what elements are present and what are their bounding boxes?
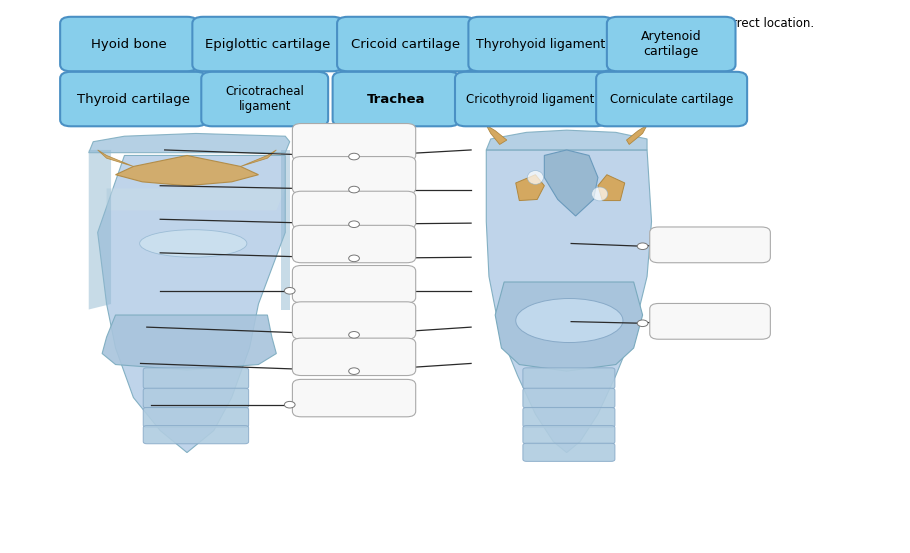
Polygon shape [281,150,289,310]
FancyBboxPatch shape [523,426,615,444]
Polygon shape [102,315,277,370]
FancyBboxPatch shape [292,225,416,263]
FancyBboxPatch shape [469,17,613,71]
FancyBboxPatch shape [650,304,771,339]
Polygon shape [598,175,625,201]
FancyBboxPatch shape [292,302,416,339]
Text: Cricoid cartilage: Cricoid cartilage [351,38,460,50]
FancyBboxPatch shape [523,408,615,427]
Circle shape [637,320,648,327]
Circle shape [349,221,359,227]
Circle shape [637,243,648,249]
FancyBboxPatch shape [143,368,248,389]
Polygon shape [495,282,642,371]
Text: Arytenoid
cartilage: Arytenoid cartilage [641,30,702,58]
Polygon shape [486,150,652,452]
Ellipse shape [139,229,247,257]
Text: Epiglottic cartilage: Epiglottic cartilage [205,38,330,50]
FancyBboxPatch shape [201,72,329,126]
Ellipse shape [528,170,543,184]
FancyBboxPatch shape [292,123,416,161]
Polygon shape [89,133,289,153]
Circle shape [284,401,295,408]
Polygon shape [97,150,134,166]
FancyBboxPatch shape [60,17,197,71]
Polygon shape [97,155,285,452]
FancyBboxPatch shape [192,17,343,71]
Polygon shape [240,150,277,166]
FancyBboxPatch shape [607,17,735,71]
FancyBboxPatch shape [337,17,475,71]
FancyBboxPatch shape [143,388,248,408]
Polygon shape [486,130,647,150]
Circle shape [284,288,295,294]
Text: Cricotracheal
ligament: Cricotracheal ligament [226,85,304,113]
FancyBboxPatch shape [143,408,248,427]
FancyBboxPatch shape [292,338,416,375]
FancyBboxPatch shape [523,388,615,408]
FancyBboxPatch shape [523,368,615,389]
FancyBboxPatch shape [292,191,416,228]
Circle shape [349,331,359,338]
FancyBboxPatch shape [292,265,416,303]
FancyBboxPatch shape [650,227,771,263]
Circle shape [349,186,359,193]
Ellipse shape [516,299,623,342]
Ellipse shape [592,187,608,201]
Polygon shape [486,125,507,144]
FancyBboxPatch shape [523,443,615,461]
Text: Cricothyroid ligament: Cricothyroid ligament [466,92,594,106]
Circle shape [349,255,359,262]
Polygon shape [626,125,647,144]
FancyBboxPatch shape [60,72,207,126]
Circle shape [349,368,359,374]
Text: Corniculate cartilage: Corniculate cartilage [610,92,733,106]
Polygon shape [116,155,258,186]
Circle shape [349,153,359,160]
FancyBboxPatch shape [292,156,416,194]
Polygon shape [544,150,598,216]
Polygon shape [516,175,544,201]
FancyBboxPatch shape [596,72,747,126]
Text: Thyroid cartilage: Thyroid cartilage [76,92,190,106]
Text: Label the structures of the larynx anterior and posterior views by clicking and : Label the structures of the larynx anter… [96,17,814,30]
Polygon shape [106,189,285,211]
Text: Hyoid bone: Hyoid bone [91,38,167,50]
Polygon shape [89,150,111,310]
FancyBboxPatch shape [292,379,416,417]
FancyBboxPatch shape [143,426,248,444]
Text: Trachea: Trachea [367,92,425,106]
Text: Thyrohyoid ligament: Thyrohyoid ligament [476,38,605,50]
FancyBboxPatch shape [455,72,606,126]
FancyBboxPatch shape [333,72,460,126]
